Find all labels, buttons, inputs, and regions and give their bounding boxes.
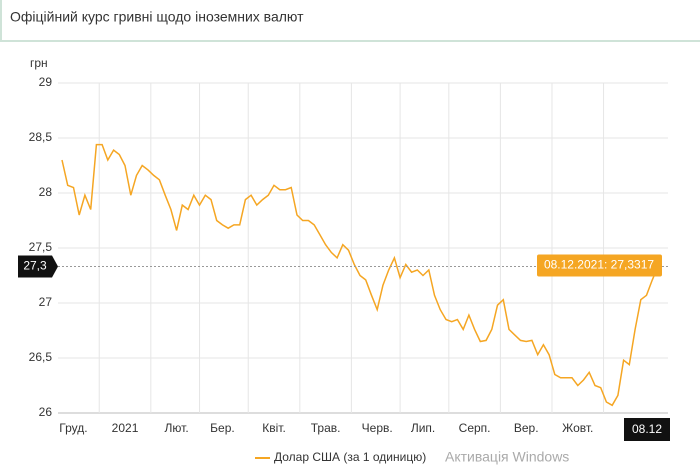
watermark: Активація Windows — [445, 449, 569, 465]
crosshair-y-box — [18, 255, 58, 278]
x-tick-label: Лип. — [411, 421, 435, 435]
crosshair-x-box — [624, 418, 670, 441]
y-tick-label: 29 — [39, 75, 53, 89]
y-tick-label: 28 — [39, 185, 53, 199]
y-tick-label: 26,5 — [29, 350, 53, 364]
y-tick-label: 28,5 — [29, 130, 53, 144]
tooltip-box — [537, 254, 662, 277]
x-tick-label: Трав. — [311, 421, 341, 435]
crosshair-x-label: 08.12 — [632, 422, 662, 436]
header-bg — [0, 0, 700, 41]
y-tick-label: 27,5 — [29, 240, 53, 254]
y-tick-label: 26 — [39, 405, 53, 419]
x-tick-label: Груд. — [59, 421, 87, 435]
y-tick-label: 27 — [39, 295, 53, 309]
tooltip-text: 08.12.2021: 27,3317 — [544, 258, 654, 272]
line-series — [61, 143, 659, 407]
x-tick-label: Серп. — [459, 421, 491, 435]
x-tick-label: Вер. — [514, 421, 539, 435]
crosshair-y-label: 27,3 — [23, 259, 47, 273]
legend-label: Долар США (за 1 одиницю) — [274, 450, 426, 464]
x-tick-label: 2021 — [112, 421, 139, 435]
x-tick-label: Черв. — [362, 421, 393, 435]
y-axis-label: грн — [30, 56, 48, 70]
point-marker — [655, 263, 661, 270]
x-tick-label: Лют. — [165, 421, 189, 435]
x-tick-label: Бер. — [210, 421, 235, 435]
x-tick-label: Квіт. — [262, 421, 286, 435]
x-tick-label: Жовт. — [562, 421, 593, 435]
header-title: Офіційний курс гривні щодо іноземних вал… — [10, 9, 304, 25]
